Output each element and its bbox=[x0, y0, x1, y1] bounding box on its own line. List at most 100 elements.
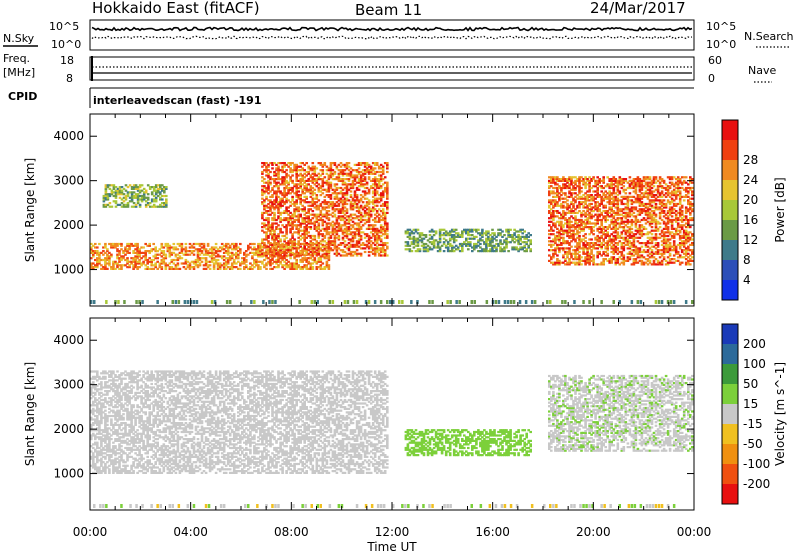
heatmap-cell bbox=[136, 267, 139, 270]
heatmap-cell bbox=[644, 222, 648, 225]
heatmap-cell bbox=[602, 186, 605, 190]
heatmap-cell bbox=[148, 260, 151, 263]
heatmap-cell bbox=[333, 227, 337, 230]
heatmap-cell bbox=[519, 235, 522, 238]
heatmap-cell bbox=[564, 263, 567, 266]
heatmap-cell bbox=[180, 262, 184, 265]
heatmap-cell bbox=[648, 202, 652, 206]
heatmap-cell bbox=[301, 188, 304, 191]
heatmap-cell bbox=[517, 248, 520, 251]
heatmap-cell bbox=[277, 252, 280, 255]
heatmap-cell bbox=[371, 172, 375, 175]
heatmap-cell bbox=[596, 234, 599, 238]
heatmap-cell bbox=[311, 201, 315, 204]
heatmap-cell bbox=[560, 179, 563, 182]
heatmap-cell bbox=[410, 232, 414, 235]
heatmap-cell bbox=[608, 208, 611, 211]
heatmap-cell bbox=[521, 241, 524, 244]
heatmap-cell bbox=[202, 264, 206, 267]
heatmap-cell bbox=[355, 210, 359, 213]
heatmap-cell bbox=[343, 217, 347, 220]
heatmap-cell bbox=[112, 267, 115, 270]
heatmap-cell bbox=[335, 218, 339, 222]
heatmap-cell bbox=[353, 222, 357, 225]
heatmap-cell bbox=[608, 186, 611, 190]
heatmap-cell bbox=[602, 179, 605, 182]
heatmap-cell bbox=[271, 267, 274, 270]
heatmap-cell bbox=[367, 245, 371, 248]
heatmap-cell bbox=[630, 227, 634, 230]
heatmap-cell bbox=[351, 250, 355, 254]
heatmap-cell bbox=[626, 201, 630, 204]
nsearch-label: N.Search bbox=[744, 30, 794, 43]
heatmap-cell bbox=[672, 249, 676, 252]
heatmap-cell bbox=[598, 194, 601, 197]
heatmap-cell bbox=[305, 211, 308, 214]
heatmap-cell bbox=[576, 256, 579, 259]
heatmap-cell bbox=[283, 192, 286, 195]
heatmap-cell bbox=[192, 242, 196, 246]
heatmap-cell bbox=[333, 222, 337, 225]
heatmap-cell bbox=[588, 208, 591, 211]
heatmap-cell bbox=[116, 242, 119, 246]
heatmap-cell bbox=[383, 213, 387, 216]
heatmap-cell bbox=[351, 179, 355, 182]
heatmap-cell bbox=[98, 253, 101, 256]
heatmap-cell bbox=[636, 218, 640, 222]
heatmap-cell bbox=[654, 234, 658, 238]
heatmap-cell bbox=[612, 222, 616, 225]
heatmap-cell bbox=[481, 228, 484, 231]
heatmap-cell bbox=[600, 213, 603, 216]
heatmap-cell bbox=[670, 220, 674, 223]
heatmap-cell bbox=[319, 174, 323, 177]
heatmap-cell bbox=[612, 195, 616, 198]
heatmap-cell bbox=[558, 192, 561, 195]
heatmap-cell bbox=[134, 251, 137, 254]
heatmap-cell bbox=[353, 217, 357, 220]
heatmap-cell bbox=[614, 250, 618, 254]
heatmap-cell bbox=[487, 250, 490, 253]
heatmap-cell bbox=[339, 217, 343, 220]
heatmap-cell bbox=[616, 185, 620, 188]
heatmap-cell bbox=[279, 240, 282, 243]
heatmap-cell bbox=[578, 210, 581, 213]
heatmap-cell bbox=[424, 246, 428, 249]
heatmap-cell bbox=[548, 243, 551, 246]
heatmap-cell bbox=[341, 229, 345, 232]
heatmap-cell bbox=[630, 231, 634, 234]
heatmap-cell bbox=[475, 244, 478, 247]
heatmap-cell bbox=[612, 252, 616, 255]
heatmap-cell bbox=[176, 253, 180, 256]
heatmap-cell bbox=[359, 181, 363, 184]
heatmap-cell bbox=[295, 179, 298, 182]
heatmap-cell bbox=[90, 242, 93, 246]
heatmap-cell bbox=[295, 186, 298, 190]
heatmap-cell bbox=[349, 215, 353, 218]
heatmap-cell bbox=[552, 181, 555, 184]
heatmap-cell bbox=[120, 267, 123, 270]
heatmap-cell bbox=[638, 220, 642, 223]
heatmap-cell bbox=[243, 257, 246, 260]
heatmap-cell bbox=[656, 236, 660, 239]
heatmap-cell bbox=[265, 211, 268, 214]
heatmap-cell bbox=[218, 267, 222, 270]
heatmap-cell bbox=[283, 163, 286, 166]
heatmap-cell bbox=[584, 211, 587, 214]
heatmap-cell bbox=[293, 218, 296, 222]
heatmap-cell bbox=[564, 179, 567, 182]
heatmap-cell bbox=[568, 179, 571, 182]
heatmap-cell bbox=[164, 257, 168, 260]
heatmap-cell bbox=[293, 165, 296, 168]
heatmap-cell bbox=[329, 204, 333, 207]
heatmap-cell bbox=[590, 252, 593, 255]
heatmap-cell bbox=[628, 233, 632, 236]
heatmap-cell bbox=[440, 234, 444, 237]
heatmap-cell bbox=[341, 170, 345, 174]
heatmap-cell bbox=[658, 222, 662, 225]
heatmap-cell bbox=[100, 264, 103, 267]
heatmap-cell bbox=[190, 251, 194, 254]
heatmap-cell bbox=[562, 183, 565, 186]
heatmap-cell bbox=[228, 266, 232, 269]
heatmap-cell bbox=[414, 244, 418, 247]
heatmap-cell bbox=[604, 217, 607, 220]
